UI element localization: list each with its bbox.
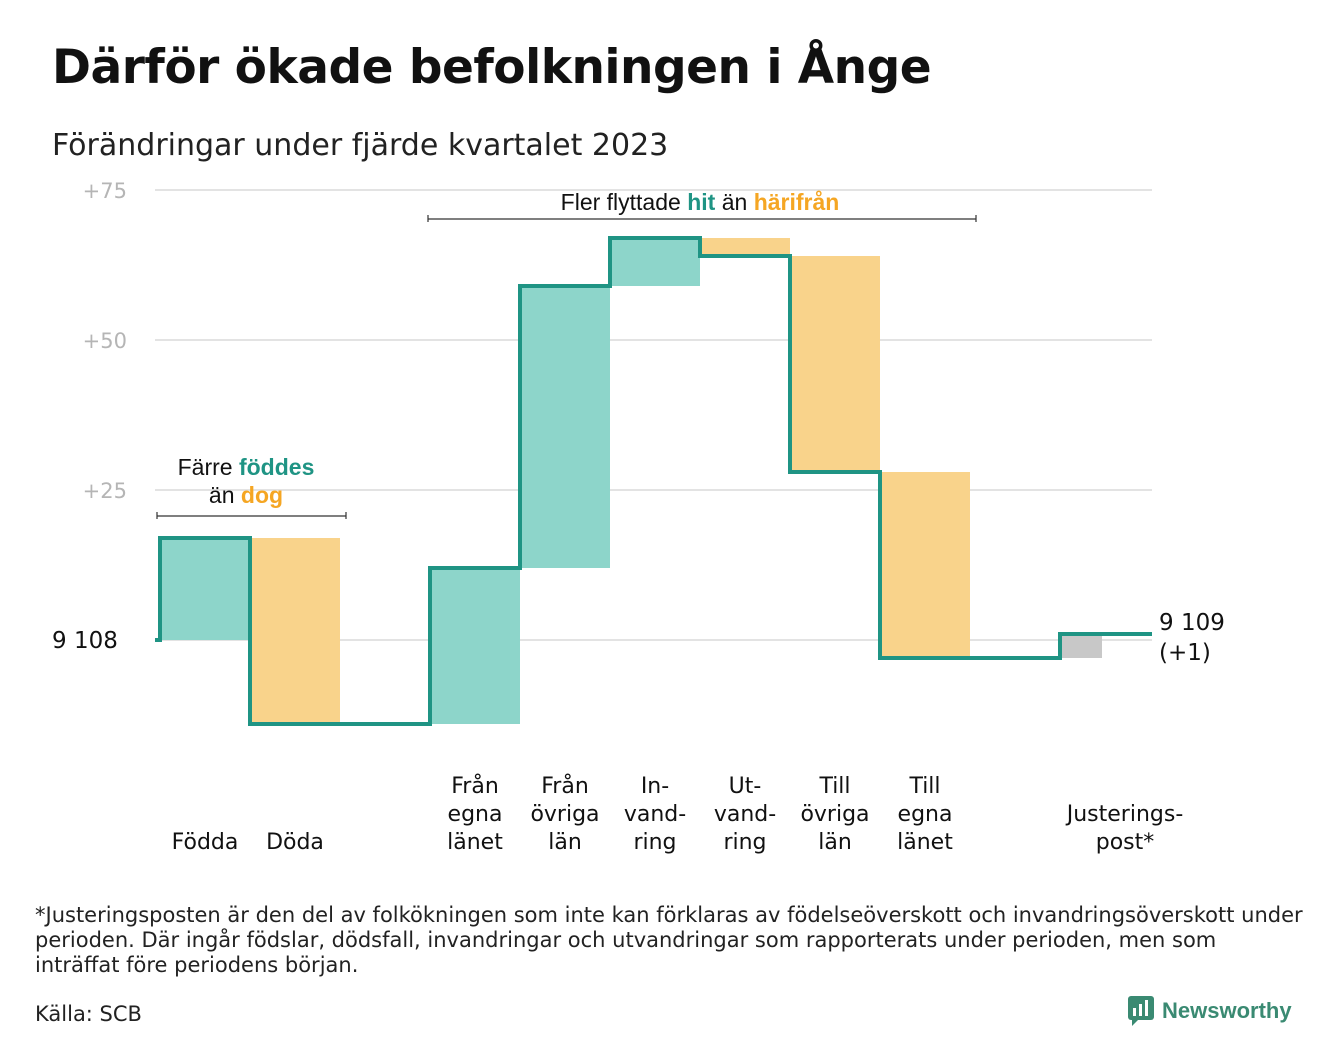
y-tick-label: +50 xyxy=(83,329,127,353)
category-label: Till xyxy=(818,774,850,799)
waterfall-bar xyxy=(790,256,880,472)
births-annotation-line1: Färre föddes xyxy=(178,454,315,480)
source-note: Källa: SCB xyxy=(35,1002,142,1026)
category-label: länet xyxy=(897,830,953,855)
births-annotation-line2: än dog xyxy=(209,482,283,508)
births-annotation-bracket xyxy=(156,512,347,519)
category-label: vand- xyxy=(714,802,776,827)
chart-subtitle: Förändringar under fjärde kvartalet 2023 xyxy=(52,128,669,163)
annotation-text: än xyxy=(209,482,241,508)
annotation-highlight-harifran: härifrån xyxy=(754,189,840,215)
category-label: övriga xyxy=(800,802,869,827)
annotation-text: än xyxy=(715,189,753,215)
category-label: vand- xyxy=(624,802,686,827)
category-label: Ut- xyxy=(729,774,762,799)
category-label: In- xyxy=(641,774,669,799)
chart-title: Därför ökade befolkningen i Ånge xyxy=(52,40,932,95)
annotation-text: Fler flyttade xyxy=(561,189,688,215)
waterfall-bar xyxy=(700,238,790,256)
category-label: egna xyxy=(448,802,503,827)
brand-name: Newsworthy xyxy=(1162,998,1292,1023)
moves-annotation: Fler flyttade hit än härifrån xyxy=(561,189,840,215)
end-change-label: (+1) xyxy=(1159,640,1211,666)
category-label: övriga xyxy=(530,802,599,827)
newsworthy-logo-icon xyxy=(1128,996,1154,1026)
annotation-highlight-foddes: föddes xyxy=(239,454,314,480)
category-label: ring xyxy=(723,830,766,855)
category-label: län xyxy=(548,830,582,855)
annotation-highlight-dog: dog xyxy=(241,482,283,508)
category-label: Födda xyxy=(172,830,239,855)
category-label: Justerings- xyxy=(1065,802,1184,827)
category-label: post* xyxy=(1096,830,1155,855)
waterfall-bar xyxy=(880,472,970,658)
annotation-text: Färre xyxy=(178,454,239,480)
end-value-label: 9 109 xyxy=(1159,610,1225,636)
y-tick-label: +25 xyxy=(83,479,127,503)
cumulative-line xyxy=(155,236,1152,726)
category-label: Döda xyxy=(266,830,324,855)
waterfall-bar xyxy=(160,538,250,640)
category-label: egna xyxy=(898,802,953,827)
waterfall-bar xyxy=(520,286,610,568)
category-label: ring xyxy=(633,830,676,855)
category-label: Från xyxy=(541,773,589,799)
footnote: *Justeringsposten är den del av folkökni… xyxy=(35,903,1303,977)
brand-logo: Newsworthy xyxy=(1128,996,1292,1026)
waterfall-chart: +25 +50 +75 9 108 Födda Döda Från egna länet Från… xyxy=(52,179,1225,855)
waterfall-bar xyxy=(610,238,700,286)
moves-annotation-bracket xyxy=(427,215,977,222)
annotation-highlight-hit: hit xyxy=(687,189,715,215)
category-label: länet xyxy=(447,830,503,855)
category-label: län xyxy=(818,830,852,855)
category-label: Från xyxy=(451,773,499,799)
waterfall-bar xyxy=(250,538,340,724)
category-label: Till xyxy=(908,774,940,799)
waterfall-bar xyxy=(1060,634,1102,658)
y-tick-label: +75 xyxy=(83,179,127,203)
start-value-label: 9 108 xyxy=(52,628,118,654)
waterfall-bar xyxy=(430,568,520,724)
